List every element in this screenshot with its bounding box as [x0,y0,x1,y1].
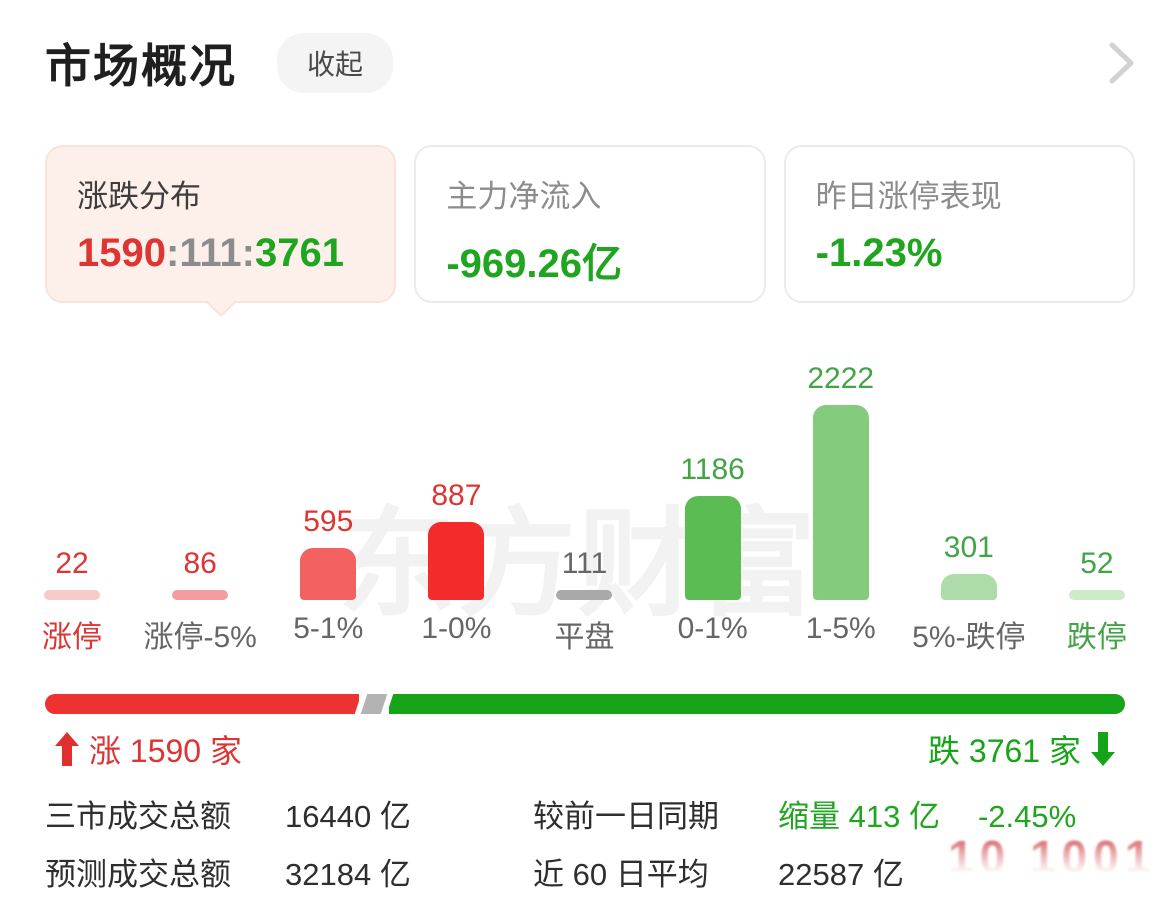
card-label: 主力净流入 [446,179,602,214]
colon-separator: : [241,231,255,275]
bar [940,574,997,600]
summary-cards: 涨跌分布 1590:111:3761 主力净流入 -969.26亿 昨日涨停表现… [45,145,1135,318]
bar [684,496,741,600]
page-title: 市场概况 [45,40,237,92]
bar-value-label: 111 [561,547,608,580]
bar-column-5[interactable]: 111 [520,547,648,600]
bar [300,548,357,600]
categories-row: 涨停 涨停-5% 5-1% 1-0% 平盘 0-1% 1-5% 5%-跌停 跌停 [0,612,1169,656]
bar-value-label: 52 [1080,547,1114,580]
category-label: 1-5% [805,612,876,645]
bar-value-label: 22 [55,547,89,580]
ratio-up-segment [45,694,360,714]
bar [172,590,229,600]
up-arrow-icon [55,732,79,766]
decliners-count-label: 跌 3761 家 [928,733,1081,769]
card-value: -1.23% [815,231,943,275]
bar-value-label: 301 [943,531,994,564]
stat-value: 缩量 413 亿 -2.45% [778,796,1124,838]
down-arrow-icon [1091,732,1115,766]
card-updown-distribution[interactable]: 涨跌分布 1590:111:3761 [45,145,397,318]
stat-label: 近 60 日平均 [533,857,709,892]
bar-value-label: 595 [303,505,354,538]
stat-label: 较前一日同期 [533,799,719,834]
category-label: 5%-跌停 [912,621,1026,654]
bar [1068,590,1125,600]
advance-decline-ratio-bar [45,694,1125,714]
bar-value-label: 86 [183,547,217,580]
bar-value-label: 2222 [807,362,875,395]
card-label: 昨日涨停表现 [815,179,1002,214]
bar-column-8[interactable]: 301 [905,531,1033,600]
counters-row: 涨 1590 家 跌 3761 家 [45,728,1125,770]
collapse-button[interactable]: 收起 [277,33,394,93]
bar-column-9[interactable]: 52 [1033,547,1161,600]
bar [428,522,485,600]
category-label: 涨停 [42,621,103,654]
decliners-count: 跌 3761 家 [928,726,1125,772]
category-label: 跌停 [1066,621,1127,654]
stat-value: 16440 亿 [285,799,411,834]
bar-column-6[interactable]: 1186 [649,453,777,600]
header: 市场概况 收起 [0,0,1169,93]
advancers-number: 1590 [77,231,166,275]
bar-column-1[interactable]: 22 [8,547,136,600]
card-yesterday-limitup-performance[interactable]: 昨日涨停表现 -1.23% [783,145,1135,303]
updown-distribution-chart: 东方财富 22 86 595 887 111 1186 2222 301 52 涨停 涨停-5% 5… [0,350,1169,656]
advancers-count-label: 涨 1590 家 [89,733,242,769]
bar [556,590,613,600]
advancers-count: 涨 1590 家 [45,726,242,772]
bar [44,590,101,600]
stat-value: 32184 亿 [285,857,411,892]
volume-change-label: 缩量 413 亿 [778,799,940,834]
stat-label: 三市成交总额 [45,799,231,834]
ratio-down-segment [389,694,1125,714]
category-label: 0-1% [677,612,748,645]
bar-column-3[interactable]: 595 [264,505,392,600]
bar-column-7[interactable]: 2222 [777,362,905,600]
chevron-right-icon[interactable] [1103,37,1139,89]
bar-value-label: 1186 [680,453,745,486]
card-main-net-inflow[interactable]: 主力净流入 -969.26亿 [414,145,766,303]
volume-change-percent: -2.45% [977,799,1077,834]
bar-column-2[interactable]: 86 [136,547,264,600]
bars-row: 22 86 595 887 111 1186 2222 301 52 [0,350,1169,600]
stat-label: 预测成交总额 [45,857,231,892]
decliners-number: 3761 [254,231,344,275]
bar-value-label: 887 [431,479,482,512]
card-label: 涨跌分布 [77,179,201,214]
bar [812,405,869,600]
category-label: 平盘 [554,621,615,654]
category-label: 涨停-5% [143,621,257,654]
turnover-stats: 三市成交总额 16440 亿 较前一日同期 缩量 413 亿 -2.45% 预测成… [45,796,1124,896]
flat-number: 111 [179,231,242,275]
category-label: 1-0% [421,612,492,645]
stat-value: 22587 亿 [778,857,904,892]
card-value: -969.26亿 [446,242,622,286]
card-value: 1590:111:3761 [77,231,364,276]
category-label: 5-1% [293,612,364,645]
colon-separator: : [165,231,180,275]
card-pointer [205,286,237,318]
bar-column-4[interactable]: 887 [392,479,520,600]
